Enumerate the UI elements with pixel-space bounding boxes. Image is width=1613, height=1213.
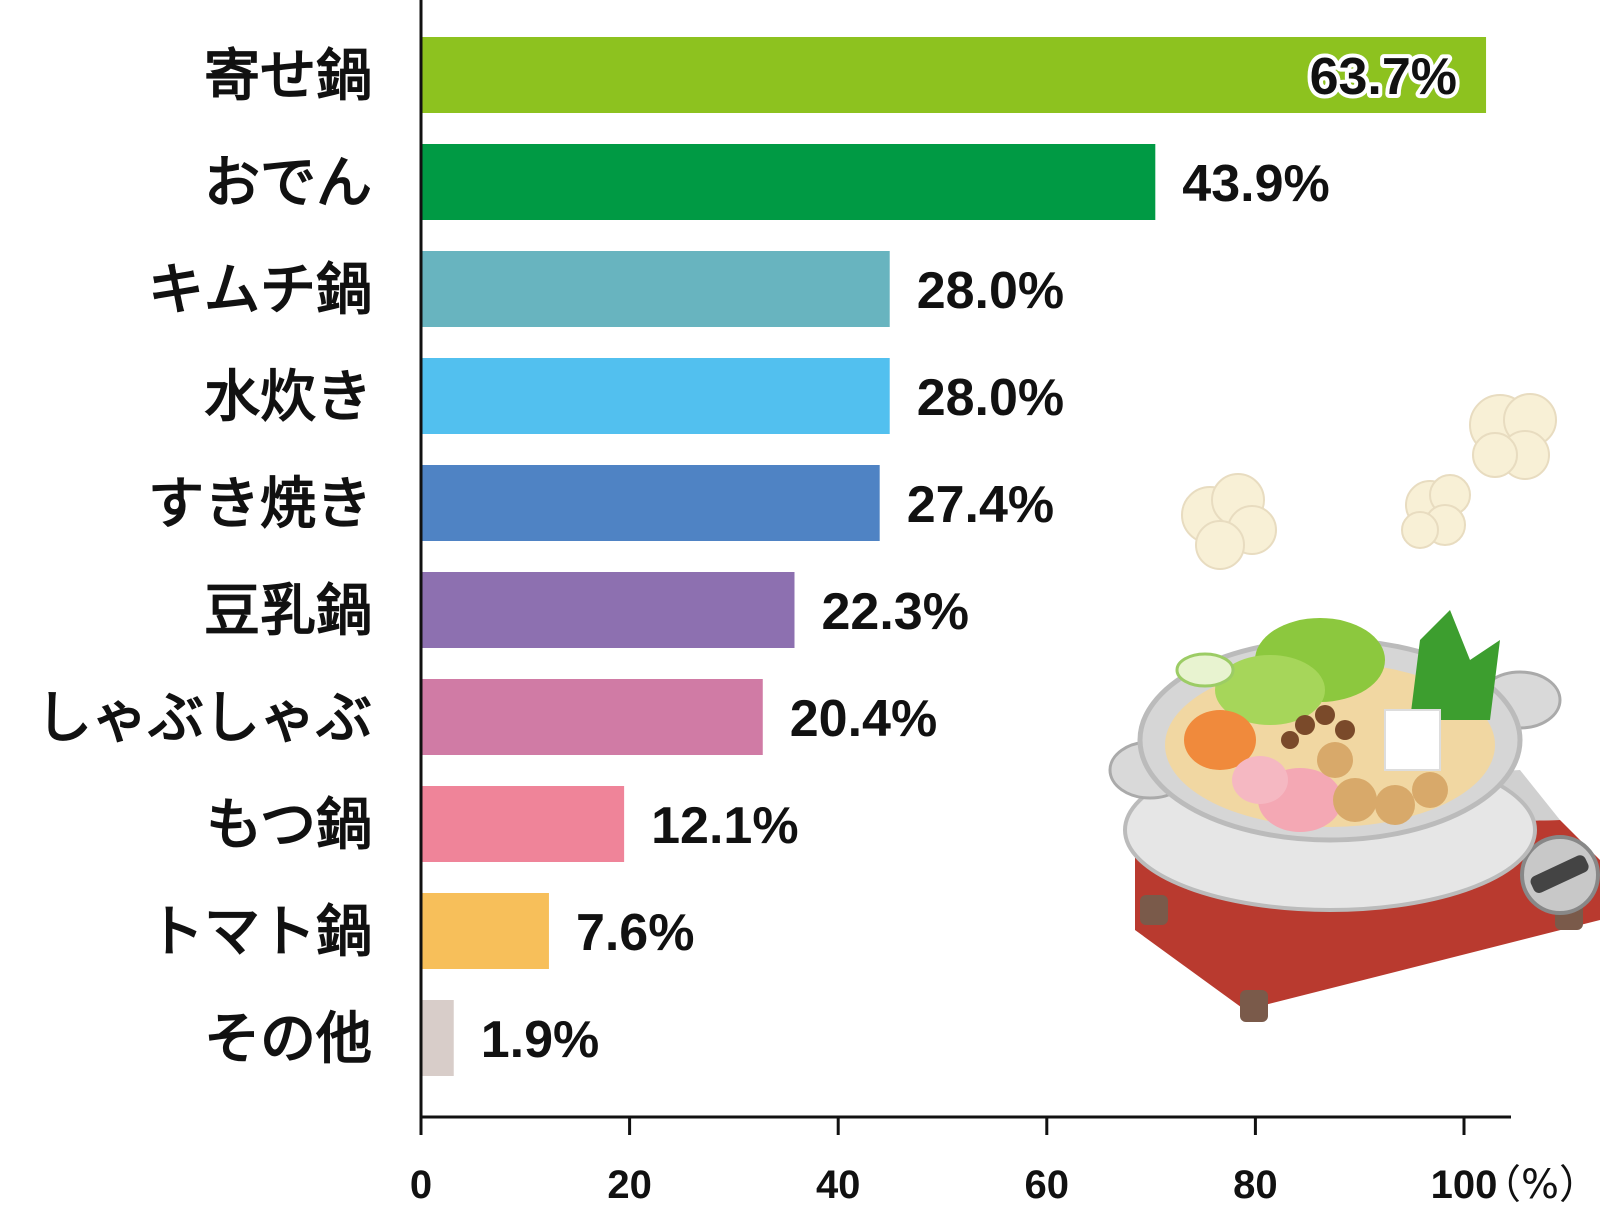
x-tick-label-5: 100 [1431, 1163, 1498, 1207]
bars-group [422, 37, 1487, 1076]
bar-9 [422, 1000, 454, 1076]
x-axis-unit: （%） [1481, 1162, 1599, 1208]
bar-1 [422, 144, 1156, 220]
bar-0 [422, 37, 1487, 113]
value-label-9: 1.9% [481, 1011, 600, 1069]
x-tick-label-4: 80 [1233, 1163, 1278, 1207]
x-axis-tick-labels: 0 20 40 60 80 100 [410, 1163, 1498, 1207]
value-label-3: 28.0% [917, 369, 1064, 427]
x-tick-label-1: 20 [607, 1163, 652, 1207]
value-label-7: 12.1% [651, 797, 798, 855]
x-tick-label-3: 60 [1025, 1163, 1070, 1207]
category-label-1: おでん [204, 151, 372, 216]
value-label-8: 7.6% [576, 904, 695, 962]
x-axis-ticks [419, 1117, 1466, 1135]
x-tick-label-2: 40 [816, 1163, 861, 1207]
x-tick-label-0: 0 [410, 1163, 432, 1207]
bar-6 [422, 679, 763, 755]
value-label-4: 27.4% [907, 476, 1054, 534]
value-labels: 63.7% 43.9% 28.0% 28.0% 27.4% 22.3% 20.4% 12.1%… [481, 44, 1461, 1069]
value-label-5: 22.3% [821, 583, 968, 641]
category-label-8: トマト鍋 [148, 900, 372, 965]
bar-4 [422, 465, 880, 541]
value-label-6: 20.4% [790, 690, 937, 748]
category-label-2: キムチ鍋 [148, 258, 372, 323]
value-label-0: 63.7% [1310, 48, 1457, 106]
bar-7 [422, 786, 625, 862]
bar-3 [422, 358, 890, 434]
category-label-0: 寄せ鍋 [204, 44, 372, 109]
bar-5 [422, 572, 795, 648]
category-label-9: その他 [204, 1007, 372, 1072]
bar-2 [422, 251, 890, 327]
value-label-2: 28.0% [917, 262, 1064, 320]
category-label-5: 豆乳鍋 [204, 579, 372, 644]
category-label-3: 水炊き [204, 365, 372, 430]
bar-8 [422, 893, 549, 969]
value-label-1: 43.9% [1182, 155, 1329, 213]
steam-icon [1181, 393, 1557, 570]
nabe-hotpot-icon [1108, 393, 1600, 1022]
category-label-7: もつ鍋 [206, 793, 372, 858]
category-label-6: しゃぶしゃぶ [36, 686, 372, 751]
category-label-4: すき焼き [148, 472, 372, 537]
